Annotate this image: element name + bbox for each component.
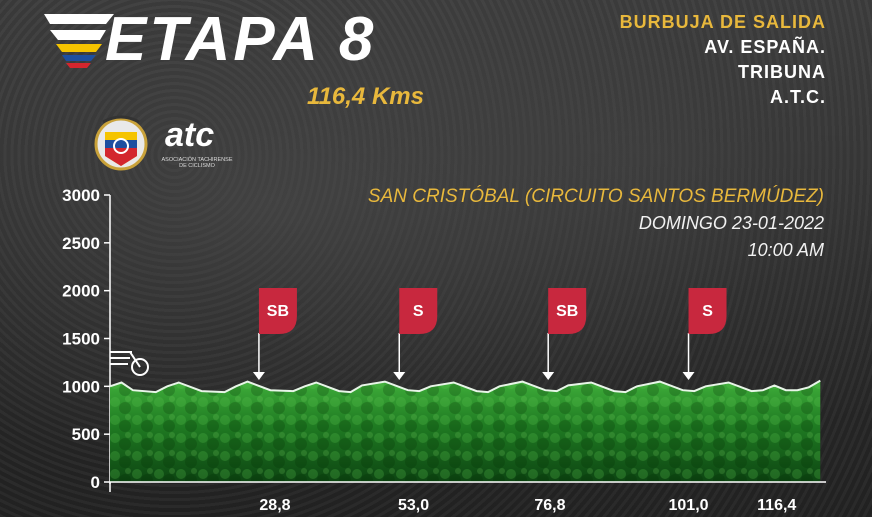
sprint-marker: S <box>682 288 727 380</box>
x-tick-label: 53,0 <box>398 497 429 514</box>
start-info: BURBUJA DE SALIDA AV. ESPAÑA. TRIBUNA A.… <box>620 10 826 110</box>
x-tick-label: 101,0 <box>669 497 709 514</box>
start-line-1: AV. ESPAÑA. <box>704 37 826 57</box>
profile-line <box>109 379 821 394</box>
start-label: BURBUJA DE SALIDA <box>619 12 826 32</box>
race-date: DOMINGO 23-01-2022 <box>638 213 824 233</box>
x-axis: 28,8 53,0 76,8 101,0 116,4 <box>109 481 826 514</box>
y-tick-label: 2500 <box>62 234 100 253</box>
y-tick-label: 2000 <box>62 282 100 301</box>
bike-wheel <box>131 358 149 376</box>
race-info: SAN CRISTÓBAL (CIRCUITO SANTOS BERMÚDEZ)… <box>368 183 824 264</box>
x-tick-label: 116,4 <box>757 497 796 514</box>
profile-texture <box>110 380 821 482</box>
bike-fork <box>129 351 141 368</box>
y-tick-label: 1500 <box>62 330 100 349</box>
marker-flag <box>548 288 587 334</box>
y-tick-label: 0 <box>91 473 100 492</box>
y-tick-label: 500 <box>72 425 100 444</box>
marker-label: S <box>702 303 713 320</box>
y-tick-label: 1000 <box>62 377 100 396</box>
race-location: SAN CRISTÓBAL (CIRCUITO SANTOS BERMÚDEZ) <box>367 186 824 207</box>
sprint-marker: SB <box>252 288 297 380</box>
marker-label: S <box>413 303 424 320</box>
atc-logo-text: atc <box>165 116 215 154</box>
stage-distance: 116,4 Kms <box>307 83 424 110</box>
federation-logo <box>94 115 148 171</box>
marker-flag <box>688 288 727 334</box>
marker-flag <box>399 288 438 334</box>
y-axis: 0 500 1000 1500 2000 2500 3000 <box>62 186 111 492</box>
sprint-marker: SB <box>542 288 587 380</box>
marker-flag <box>258 288 297 334</box>
marker-arrow <box>542 372 555 380</box>
start-line-3: A.T.C. <box>769 87 826 107</box>
marker-label: SB <box>267 303 289 320</box>
marker-arrow <box>682 372 695 380</box>
start-bicycle-icon <box>110 351 149 376</box>
marker-arrow <box>393 372 406 380</box>
marker-arrow <box>252 372 265 380</box>
atc-logo: atc <box>165 116 214 155</box>
sprint-marker: S <box>393 288 438 380</box>
profile-area <box>109 379 821 482</box>
sprint-markers: SB S SB S <box>252 288 727 380</box>
x-tick-label: 76,8 <box>534 497 565 514</box>
x-tick-label: 28,8 <box>259 497 290 514</box>
stage-title: ETAPA 8 <box>105 5 377 74</box>
race-time: 10:00 AM <box>747 240 824 260</box>
marker-label: SB <box>556 303 578 320</box>
atc-logo-subtitle: ASOCIACIÓN TACHIRENSE DE CICLISMO <box>161 157 233 169</box>
y-tick-label: 3000 <box>62 186 100 205</box>
speed-wings-icon <box>44 14 114 68</box>
start-line-2: TRIBUNA <box>738 62 826 82</box>
